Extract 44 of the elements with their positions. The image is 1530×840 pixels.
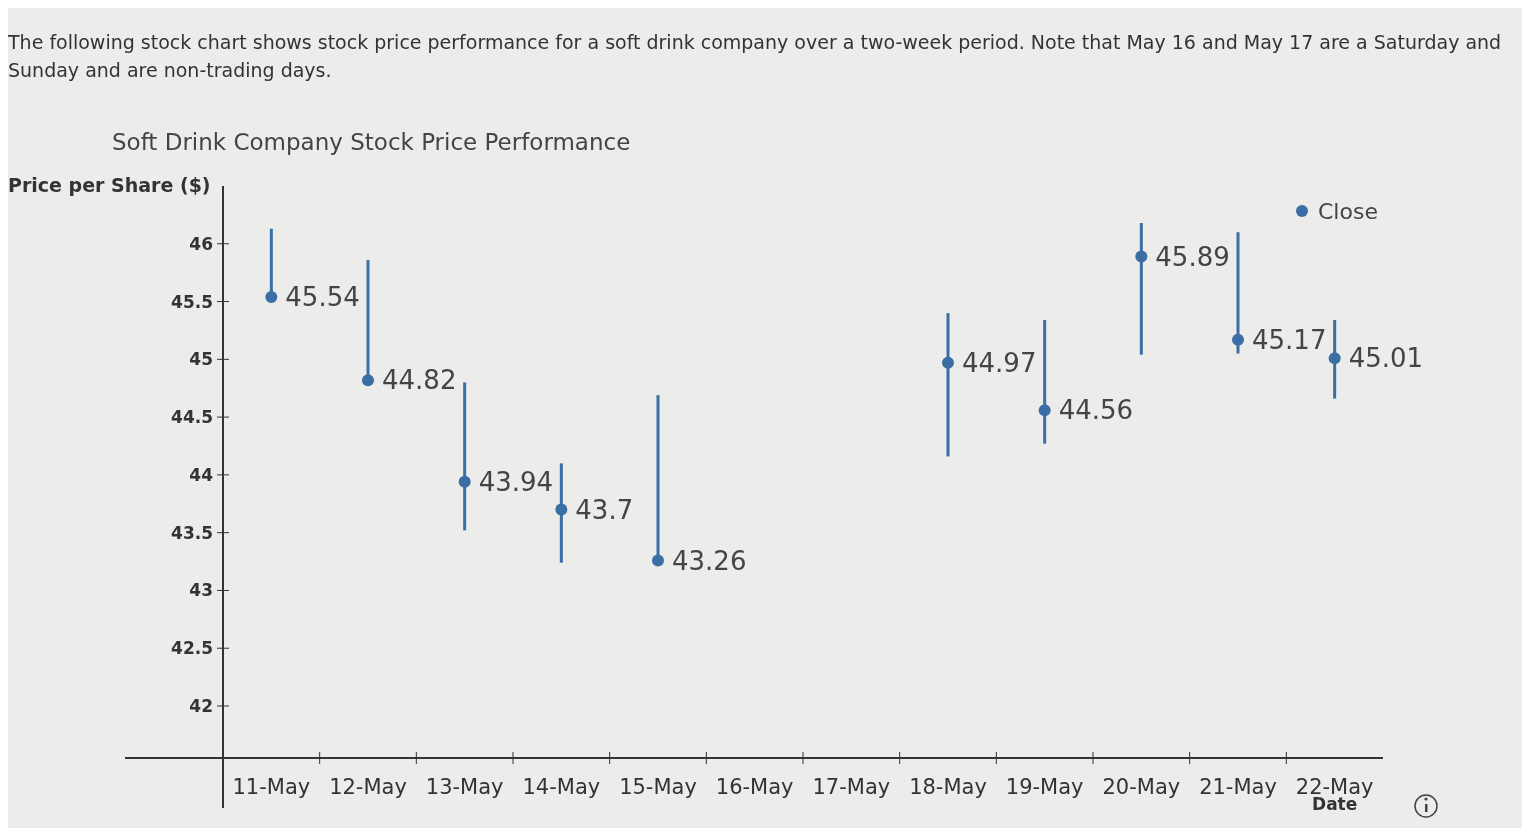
x-tick-label: 13-May	[425, 775, 504, 799]
x-tick-label: 20-May	[1102, 775, 1181, 799]
chart-title: Soft Drink Company Stock Price Performance	[112, 129, 631, 155]
point	[1328, 352, 1341, 365]
point	[362, 374, 374, 387]
y-tick-label: 44.5	[171, 407, 213, 428]
y-tick-label: 43.5	[171, 522, 213, 543]
data-label: 43.94	[478, 466, 554, 497]
data-label: 43.7	[575, 494, 634, 525]
point	[1038, 404, 1051, 417]
point	[652, 554, 664, 567]
chart-subtitle: The following stock chart shows stock price performance for a soft drink company over a two-week period. Note that May 16 and May 17 are a Saturday and Sunday and are non-trading days.	[8, 30, 1503, 83]
data-label: 45.17	[1252, 324, 1327, 355]
point	[458, 475, 471, 488]
y-axis-title: Price per Share ($)	[8, 174, 211, 196]
data-label: 43.26	[672, 545, 747, 576]
data-label: 44.56	[1058, 395, 1134, 426]
data-label: 45.01	[1348, 343, 1424, 374]
y-tick-label: 46	[189, 233, 213, 254]
y-tick-label: 42.5	[171, 638, 213, 659]
x-tick-label: 12-May	[329, 775, 407, 799]
x-tick-label: 18-May	[909, 775, 987, 799]
x-tick-label: 16-May	[715, 775, 794, 799]
data-label: 45.54	[285, 282, 360, 313]
point	[555, 503, 568, 516]
data-label: 44.82	[382, 365, 457, 396]
point	[1232, 333, 1244, 346]
x-tick-label: 14-May	[522, 775, 601, 799]
x-tick-label: 11-May	[232, 775, 311, 799]
y-tick-label: 42	[189, 695, 213, 716]
data-label: 44.97	[962, 347, 1037, 378]
x-tick-label: 17-May	[812, 775, 891, 799]
x-tick-label: 21-May	[1199, 775, 1277, 799]
x-tick-label: 19-May	[1005, 775, 1084, 799]
y-tick-label: 45.5	[171, 291, 213, 312]
y-tick-label: 45	[189, 349, 213, 370]
point	[942, 356, 954, 369]
data-label: 45.89	[1155, 241, 1230, 272]
point	[265, 290, 278, 303]
x-tick-label: 15-May	[619, 775, 697, 799]
legend-label: Close	[1318, 198, 1378, 224]
y-tick-label: 43	[189, 580, 213, 601]
y-tick-label: 44	[189, 464, 214, 485]
point	[1135, 250, 1148, 263]
